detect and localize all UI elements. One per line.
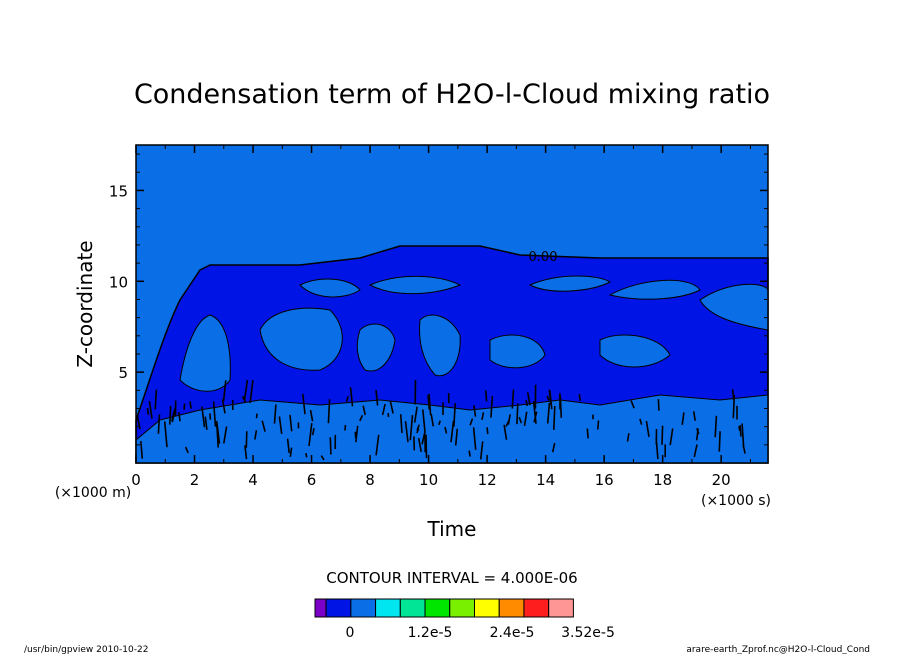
contour-cell-4	[419, 314, 461, 377]
colorbar-swatch-0	[314, 598, 327, 618]
colorbar-swatch-9	[523, 598, 550, 618]
x-axis-unit: (×1000 s)	[701, 493, 771, 509]
colorbar-tick-label-2: 2.4e-5	[490, 625, 535, 641]
contour-cell-2	[259, 307, 343, 371]
colorbar-swatch-7	[473, 598, 500, 618]
footer-left: /usr/bin/gpview 2010-10-22	[24, 645, 148, 654]
x-tick-label-5: 10	[419, 471, 438, 489]
plot-area: 0.00	[135, 144, 769, 464]
contour-noise	[136, 379, 746, 461]
contour-cell-10	[489, 334, 546, 369]
y-tick-label-0: 5	[118, 364, 128, 382]
colorbar-swatch-4	[399, 598, 426, 618]
x-axis: 0 2 4 6 8 10 12 14 16 18 20	[131, 145, 751, 489]
x-tick-label-7: 14	[536, 471, 555, 489]
colorbar-swatch-6	[449, 598, 475, 618]
contour-cell-8	[608, 279, 701, 300]
colorbar-tick-label-1: 1.2e-5	[408, 625, 453, 641]
x-tick-label-0: 0	[131, 471, 141, 489]
x-tick-label-4: 8	[365, 471, 375, 489]
x-tick-label-1: 2	[190, 471, 200, 489]
y-axis-label: Z-coordinate	[73, 240, 97, 367]
colorbar-tick-label-0: 0	[346, 625, 355, 641]
x-axis-label: Time	[427, 517, 477, 541]
x-tick-label-10: 20	[712, 471, 731, 489]
y-tick-label-1: 10	[109, 273, 128, 291]
x-tick-label-8: 16	[595, 471, 614, 489]
colorbar-swatch-3	[375, 598, 401, 618]
y-axis-unit: (×1000 m)	[55, 485, 131, 501]
x-tick-label-3: 6	[307, 471, 317, 489]
contour-interval-text: CONTOUR INTERVAL = 4.000E-06	[326, 569, 577, 587]
contour-cell-3	[356, 323, 396, 372]
chart-title: Condensation term of H2O-l-Cloud mixing …	[134, 79, 770, 110]
contour-cell-1	[179, 314, 231, 392]
plot-frame	[135, 144, 769, 464]
colorbar-swatch-2	[350, 598, 377, 618]
colorbar-swatch-1	[325, 598, 352, 618]
x-tick-label-6: 12	[478, 471, 497, 489]
colorbar: 0 1.2e-5 2.4e-5 3.52e-5	[314, 598, 615, 641]
contour-cell-7	[528, 275, 611, 292]
surface-contour-lines	[136, 379, 746, 461]
colorbar-swatch-8	[498, 598, 525, 618]
contour-cell-5	[299, 278, 361, 298]
colorbar-swatch-10	[548, 598, 574, 618]
colorbar-swatch-5	[424, 598, 451, 618]
x-tick-label-2: 4	[248, 471, 258, 489]
y-axis: 5 10 15	[109, 153, 768, 446]
contour-cell-11	[599, 334, 671, 368]
x-tick-label-9: 18	[653, 471, 672, 489]
y-tick-label-2: 15	[109, 182, 128, 200]
colorbar-tick-label-3: 3.52e-5	[561, 625, 615, 641]
footer-right: arare-earth_Zprof.nc@H2O-l-Cloud_Cond	[686, 645, 870, 654]
contour-label: 0.00	[529, 250, 558, 265]
contour-cell-6	[368, 275, 462, 295]
